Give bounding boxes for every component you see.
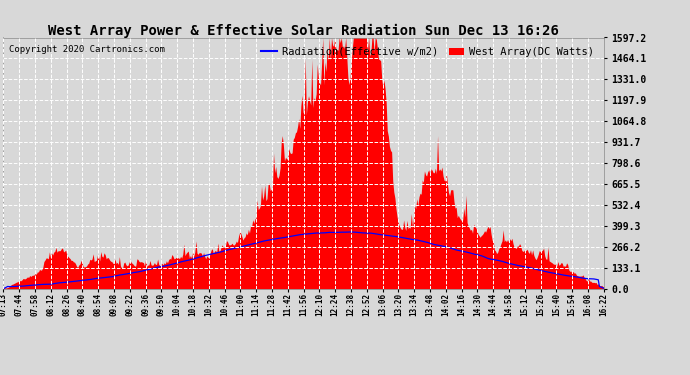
- Title: West Array Power & Effective Solar Radiation Sun Dec 13 16:26: West Array Power & Effective Solar Radia…: [48, 23, 559, 38]
- Legend: Radiation(Effective w/m2), West Array(DC Watts): Radiation(Effective w/m2), West Array(DC…: [257, 43, 598, 61]
- Text: Copyright 2020 Cartronics.com: Copyright 2020 Cartronics.com: [10, 45, 166, 54]
